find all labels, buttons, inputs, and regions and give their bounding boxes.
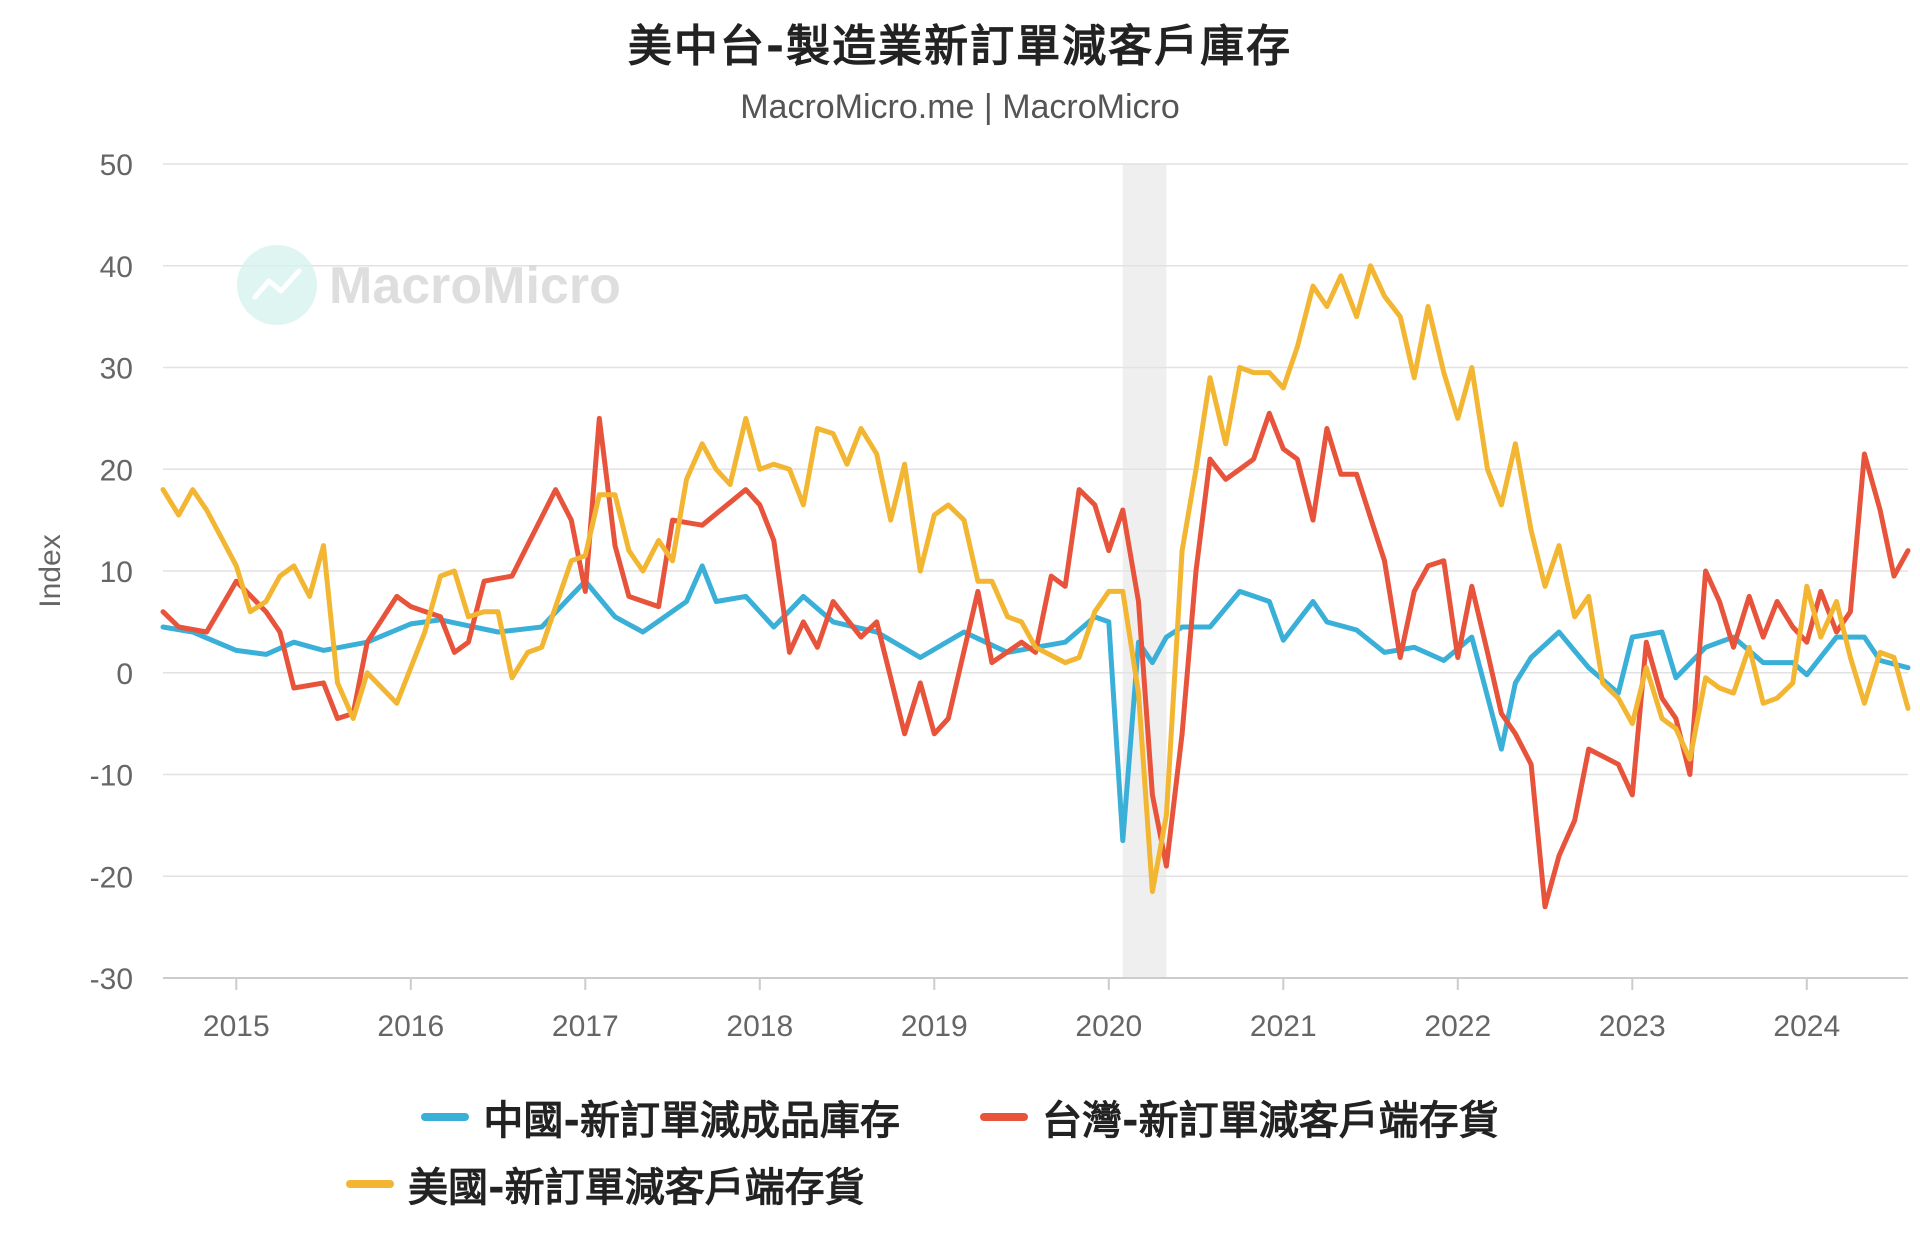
legend-label-taiwan: 台灣-新訂單減客戶端存貨 bbox=[1042, 1098, 1499, 1144]
legend-swatch-usa bbox=[346, 1180, 394, 1188]
legend-item-usa[interactable]: 美國-新訂單減客戶端存貨 bbox=[346, 1155, 865, 1213]
x-tick-label: 2022 bbox=[1424, 1010, 1491, 1043]
legend-row-1: 中國-新訂單減成品庫存 台灣-新訂單減客戶端存貨 bbox=[0, 1088, 1920, 1146]
y-tick-label: -30 bbox=[90, 963, 133, 996]
y-axis-label: Index bbox=[34, 534, 67, 607]
legend-swatch-taiwan bbox=[980, 1113, 1028, 1121]
x-tick-label: 2024 bbox=[1773, 1010, 1840, 1043]
series-line-taiwan[interactable] bbox=[160, 410, 1911, 910]
series-line-china[interactable] bbox=[160, 563, 1911, 844]
legend-item-china[interactable]: 中國-新訂單減成品庫存 bbox=[421, 1088, 900, 1146]
y-tick-label: 30 bbox=[100, 353, 133, 386]
chart-title: 美中台-製造業新訂單減客戶庫存 bbox=[627, 21, 1293, 72]
series-line-usa[interactable] bbox=[160, 263, 1911, 894]
legend-item-taiwan[interactable]: 台灣-新訂單減客戶端存貨 bbox=[980, 1088, 1499, 1146]
x-tick-label: 2023 bbox=[1599, 1010, 1666, 1043]
y-tick-label: 40 bbox=[100, 251, 133, 284]
watermark-text: MacroMicro bbox=[329, 257, 621, 315]
y-tick-label: 0 bbox=[116, 658, 133, 691]
x-tick-label: 2020 bbox=[1075, 1010, 1142, 1043]
chart-subtitle: MacroMicro.me | MacroMicro bbox=[740, 88, 1180, 126]
legend-swatch-china bbox=[421, 1113, 470, 1121]
legend-label-china: 中國-新訂單減成品庫存 bbox=[483, 1098, 900, 1144]
y-tick-label: 20 bbox=[100, 454, 133, 487]
y-tick-label: 50 bbox=[100, 149, 133, 182]
x-tick-label: 2016 bbox=[377, 1010, 444, 1043]
x-tick-label: 2015 bbox=[203, 1010, 270, 1043]
x-tick-label: 2017 bbox=[552, 1010, 619, 1043]
y-tick-label: -10 bbox=[90, 760, 133, 793]
x-tick-label: 2019 bbox=[901, 1010, 968, 1043]
y-tick-label: 10 bbox=[100, 556, 133, 589]
y-tick-label: -20 bbox=[90, 861, 133, 894]
legend-label-usa: 美國-新訂單減客戶端存貨 bbox=[408, 1165, 865, 1211]
watermark-chart-icon bbox=[252, 268, 302, 300]
legend-row-2: 美國-新訂單減客戶端存貨 bbox=[0, 1155, 1920, 1213]
x-tick-label: 2021 bbox=[1250, 1010, 1317, 1043]
x-tick-label: 2018 bbox=[726, 1010, 793, 1043]
